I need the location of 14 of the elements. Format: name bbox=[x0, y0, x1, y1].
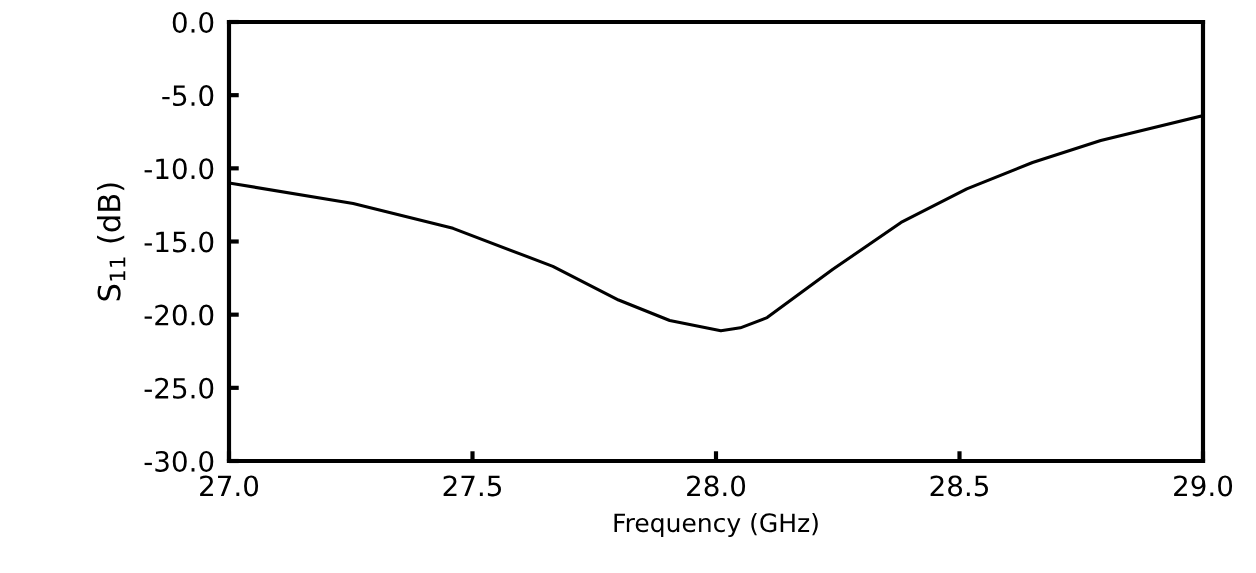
x-tick-label: 27.5 bbox=[443, 475, 501, 497]
y-tick-label: -10.0 bbox=[144, 158, 214, 180]
x-tick-label: 28.5 bbox=[930, 475, 988, 497]
y-tick-label: -5.0 bbox=[162, 85, 214, 107]
x-tick-label: 28.0 bbox=[687, 475, 746, 497]
y-tick-label: -25.0 bbox=[144, 377, 214, 399]
y-tick-label: -20.0 bbox=[144, 304, 214, 326]
y-tick-label: -15.0 bbox=[144, 231, 214, 253]
y-axis-title: S$_{11}$ (dB) bbox=[97, 183, 126, 301]
x-tick-label: 27.0 bbox=[200, 475, 259, 497]
y-tick-label: -30.0 bbox=[144, 450, 214, 472]
y-tick-label: 0.0 bbox=[172, 11, 214, 33]
x-tick-label: 29.0 bbox=[1174, 475, 1233, 497]
x-axis-title: Frequency (GHz) bbox=[614, 512, 818, 538]
